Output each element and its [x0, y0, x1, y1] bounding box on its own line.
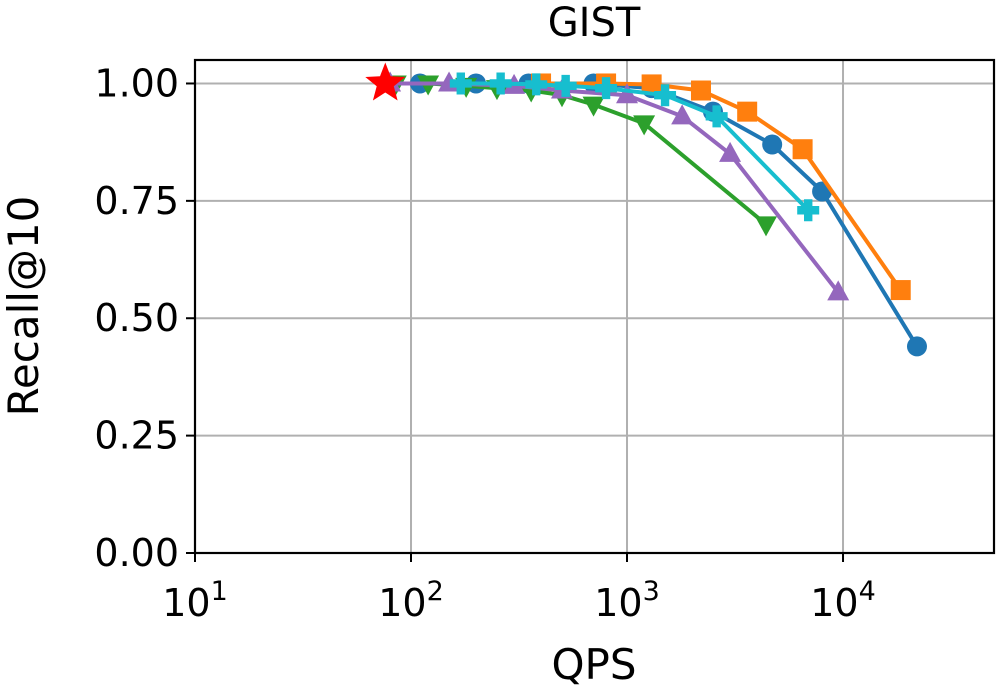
square-marker	[690, 80, 711, 101]
plus-marker	[797, 199, 820, 222]
triangle-down-marker	[582, 96, 605, 117]
x-axis: 101102103104105	[162, 553, 876, 625]
y-tick-label: 0.25	[94, 414, 179, 458]
plot-frame	[193, 58, 996, 555]
plus-marker	[525, 73, 548, 96]
series-5	[365, 62, 406, 101]
chart-title: GIST	[548, 0, 641, 46]
plus-marker	[489, 72, 512, 95]
y-axis-title: Recall@10	[0, 196, 48, 417]
star-marker	[365, 62, 406, 101]
y-tick-label: 0.50	[94, 296, 179, 340]
triangle-up-marker	[719, 141, 742, 162]
y-axis: 0.00 0.25 0.50 0.75 1.00	[94, 61, 195, 575]
square-marker	[890, 280, 911, 301]
x-axis-title: QPS	[551, 640, 636, 689]
triangle-up-marker	[616, 83, 639, 104]
square-marker	[641, 74, 662, 95]
x-tick-label: 102	[378, 576, 444, 625]
x-tick-label: 104	[810, 576, 876, 625]
series-3	[379, 71, 850, 301]
series-4	[449, 72, 820, 222]
plus-marker	[705, 105, 728, 128]
triangle-up-marker	[671, 104, 694, 125]
plus-marker	[595, 77, 618, 100]
y-tick-label: 0.00	[94, 531, 179, 575]
circle-marker	[762, 134, 783, 155]
x-tick-label: 103	[594, 576, 660, 625]
triangle-up-marker	[827, 280, 850, 301]
plus-marker	[449, 72, 472, 95]
triangle-down-marker	[633, 115, 656, 136]
series-layer	[365, 62, 927, 357]
grid	[194, 60, 994, 554]
y-tick-label: 1.00	[94, 61, 179, 105]
square-marker	[737, 101, 758, 122]
plus-marker	[554, 74, 577, 97]
x-tick-label: 101	[162, 576, 228, 625]
triangle-down-marker	[755, 216, 778, 237]
circle-marker	[906, 336, 927, 357]
y-tick-label: 0.75	[94, 179, 179, 223]
square-marker	[792, 139, 813, 160]
series-line	[390, 81, 840, 294]
plus-marker	[654, 84, 677, 107]
